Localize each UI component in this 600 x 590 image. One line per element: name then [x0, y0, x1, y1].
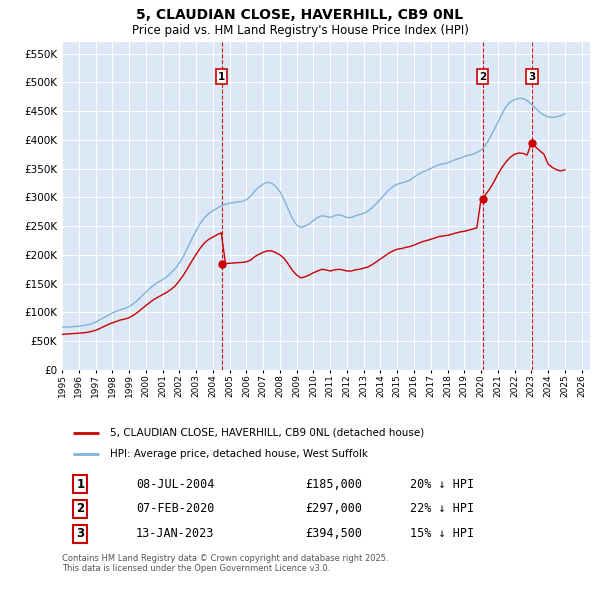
Text: 3: 3: [76, 527, 85, 540]
Text: £394,500: £394,500: [305, 527, 362, 540]
Text: HPI: Average price, detached house, West Suffolk: HPI: Average price, detached house, West…: [110, 449, 368, 459]
Text: 5, CLAUDIAN CLOSE, HAVERHILL, CB9 0NL (detached house): 5, CLAUDIAN CLOSE, HAVERHILL, CB9 0NL (d…: [110, 428, 424, 438]
Text: Contains HM Land Registry data © Crown copyright and database right 2025.
This d: Contains HM Land Registry data © Crown c…: [62, 554, 389, 573]
Text: Price paid vs. HM Land Registry's House Price Index (HPI): Price paid vs. HM Land Registry's House …: [131, 24, 469, 37]
Text: 15% ↓ HPI: 15% ↓ HPI: [410, 527, 475, 540]
Text: 22% ↓ HPI: 22% ↓ HPI: [410, 503, 475, 516]
Text: 13-JAN-2023: 13-JAN-2023: [136, 527, 214, 540]
Text: 2: 2: [479, 71, 486, 81]
Text: £185,000: £185,000: [305, 477, 362, 490]
Text: 5, CLAUDIAN CLOSE, HAVERHILL, CB9 0NL: 5, CLAUDIAN CLOSE, HAVERHILL, CB9 0NL: [136, 8, 464, 22]
Text: 07-FEB-2020: 07-FEB-2020: [136, 503, 214, 516]
Text: 1: 1: [76, 477, 85, 490]
Text: 2: 2: [76, 503, 85, 516]
Text: 20% ↓ HPI: 20% ↓ HPI: [410, 477, 475, 490]
Text: 1: 1: [218, 71, 225, 81]
Text: 08-JUL-2004: 08-JUL-2004: [136, 477, 214, 490]
Text: £297,000: £297,000: [305, 503, 362, 516]
Text: 3: 3: [529, 71, 536, 81]
